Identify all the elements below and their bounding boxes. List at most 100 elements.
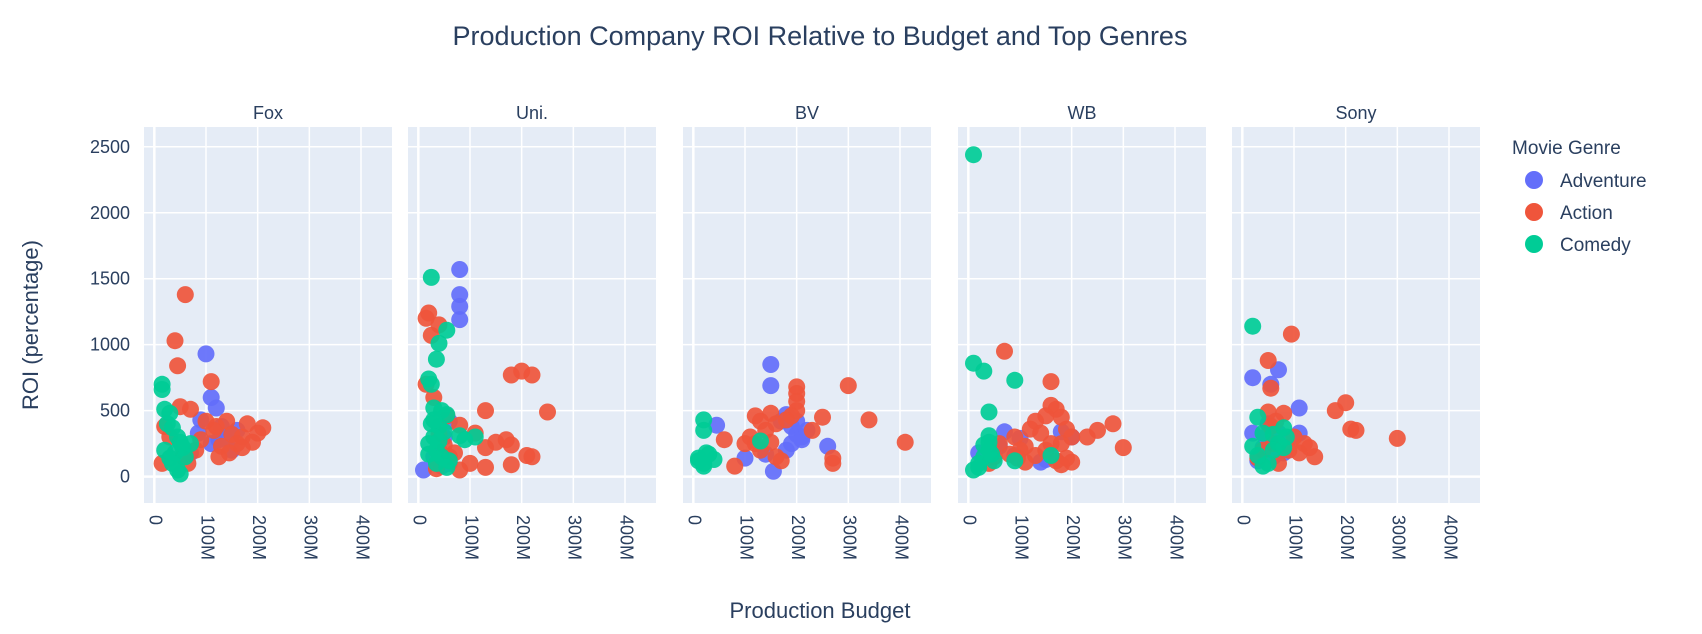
data-point[interactable]: [824, 454, 842, 472]
data-point[interactable]: [451, 311, 469, 329]
data-point[interactable]: [762, 356, 780, 373]
y-tick-label: 0: [120, 467, 130, 487]
data-point[interactable]: [205, 421, 223, 439]
data-point[interactable]: [430, 432, 448, 450]
data-point[interactable]: [1006, 428, 1024, 446]
legend-marker-action[interactable]: [1525, 203, 1543, 221]
data-point[interactable]: [422, 375, 440, 393]
panel-fox: Fox 0 100M 200M 300M 400M: [144, 103, 392, 560]
legend-marker-adventure[interactable]: [1525, 171, 1543, 189]
data-point[interactable]: [153, 381, 171, 398]
data-point[interactable]: [430, 334, 448, 352]
data-point[interactable]: [1249, 408, 1267, 426]
data-point[interactable]: [451, 286, 469, 304]
data-point[interactable]: [1006, 452, 1024, 470]
data-point[interactable]: [783, 407, 800, 425]
data-point[interactable]: [438, 458, 456, 476]
data-point[interactable]: [477, 458, 494, 476]
data-point[interactable]: [980, 403, 998, 421]
data-point[interactable]: [772, 452, 790, 470]
data-point[interactable]: [502, 436, 520, 454]
data-point[interactable]: [896, 433, 914, 451]
data-point[interactable]: [539, 403, 556, 421]
data-point[interactable]: [182, 435, 199, 453]
data-point[interactable]: [220, 444, 238, 462]
y-tick-label: 2500: [90, 137, 130, 157]
data-point[interactable]: [202, 373, 220, 391]
legend[interactable]: Movie Genre Adventure Action Comedy: [1512, 138, 1647, 256]
data-point[interactable]: [752, 432, 769, 450]
data-point[interactable]: [422, 268, 440, 286]
data-point[interactable]: [1032, 424, 1050, 442]
data-point[interactable]: [197, 345, 215, 363]
data-point[interactable]: [438, 321, 456, 339]
data-point[interactable]: [1114, 439, 1132, 457]
data-point[interactable]: [975, 362, 993, 380]
data-point[interactable]: [708, 416, 726, 434]
data-point[interactable]: [218, 412, 236, 430]
data-point[interactable]: [1006, 371, 1024, 389]
data-point[interactable]: [425, 411, 443, 429]
data-point[interactable]: [427, 350, 445, 368]
data-point[interactable]: [715, 431, 733, 449]
data-point[interactable]: [814, 408, 831, 426]
data-point[interactable]: [1259, 352, 1277, 369]
data-point[interactable]: [695, 421, 713, 439]
data-point[interactable]: [233, 439, 251, 457]
data-point[interactable]: [1244, 369, 1262, 387]
data-point[interactable]: [176, 448, 194, 466]
data-point[interactable]: [523, 448, 541, 466]
data-point[interactable]: [1089, 421, 1106, 439]
data-point[interactable]: [1042, 373, 1060, 391]
panel-bv: BV 0 100M 200M 300M 400M: [683, 103, 931, 560]
panel-title: Uni.: [516, 103, 548, 123]
data-point[interactable]: [1388, 429, 1406, 447]
data-point[interactable]: [996, 342, 1013, 360]
data-point[interactable]: [451, 297, 469, 315]
data-point[interactable]: [466, 428, 484, 446]
data-point[interactable]: [502, 456, 520, 474]
data-point[interactable]: [1282, 325, 1300, 343]
data-point[interactable]: [1042, 447, 1060, 464]
x-tick-label: 400M: [352, 515, 372, 560]
data-point[interactable]: [254, 419, 272, 437]
data-point[interactable]: [1104, 415, 1122, 433]
chart-title: Production Company ROI Relative to Budge…: [453, 21, 1188, 51]
data-point[interactable]: [477, 439, 494, 457]
data-point[interactable]: [839, 377, 857, 395]
series-comedy: [420, 268, 484, 476]
legend-marker-comedy[interactable]: [1525, 235, 1543, 253]
data-point[interactable]: [970, 458, 988, 476]
data-point[interactable]: [477, 402, 494, 420]
data-point[interactable]: [1306, 448, 1324, 466]
data-point[interactable]: [983, 445, 1001, 463]
x-tick-label: 0: [1234, 515, 1254, 525]
data-point[interactable]: [523, 366, 541, 384]
data-point[interactable]: [736, 435, 754, 453]
data-point[interactable]: [762, 377, 780, 395]
data-point[interactable]: [965, 146, 982, 164]
data-point[interactable]: [163, 454, 181, 472]
data-point[interactable]: [803, 421, 821, 439]
data-point[interactable]: [166, 332, 184, 350]
data-point[interactable]: [169, 357, 187, 375]
data-point[interactable]: [207, 399, 225, 417]
data-point[interactable]: [1347, 421, 1365, 439]
data-point[interactable]: [417, 309, 435, 327]
data-point[interactable]: [176, 286, 194, 304]
data-point[interactable]: [1337, 394, 1355, 412]
data-point[interactable]: [697, 444, 715, 462]
data-point[interactable]: [415, 461, 432, 479]
data-point[interactable]: [1249, 447, 1267, 464]
data-point[interactable]: [1275, 439, 1293, 457]
data-point[interactable]: [1244, 317, 1262, 335]
data-point[interactable]: [1290, 399, 1308, 417]
data-point[interactable]: [420, 445, 438, 463]
series-comedy: [1244, 317, 1295, 475]
data-point[interactable]: [451, 261, 469, 278]
data-point[interactable]: [156, 441, 174, 459]
data-point[interactable]: [726, 457, 744, 475]
data-point[interactable]: [182, 400, 199, 418]
data-point[interactable]: [860, 411, 878, 429]
data-point[interactable]: [1262, 379, 1280, 397]
